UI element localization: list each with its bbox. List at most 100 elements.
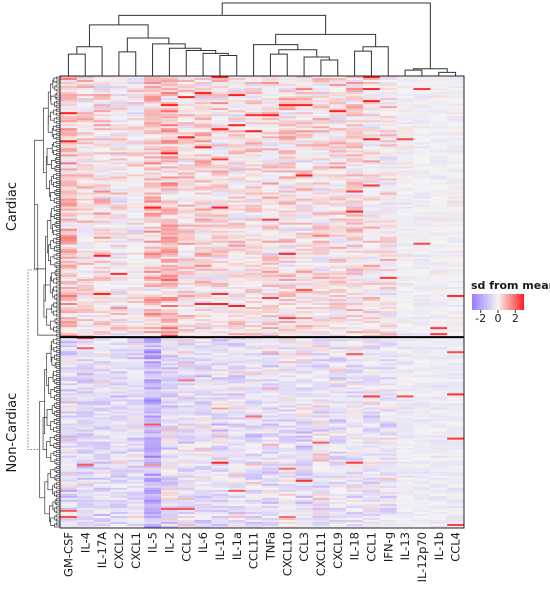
heatmap-cell xyxy=(363,405,381,408)
heatmap-cell xyxy=(329,437,347,441)
heatmap-cell xyxy=(194,228,212,232)
heatmap-cell xyxy=(312,449,330,453)
heatmap-cell xyxy=(430,451,448,455)
heatmap-cell xyxy=(228,174,246,177)
heatmap-cell xyxy=(262,86,280,89)
dendrogram-branch xyxy=(56,177,60,180)
heatmap-cell xyxy=(430,303,448,306)
heatmap-cell xyxy=(312,419,330,422)
heatmap-cell xyxy=(413,298,431,302)
heatmap-cell xyxy=(312,343,330,346)
heatmap-cell xyxy=(76,232,95,236)
heatmap-cell xyxy=(363,286,381,290)
heatmap-cell xyxy=(110,176,128,179)
heatmap-cell xyxy=(278,278,297,282)
heatmap-cell xyxy=(110,276,128,280)
dendrogram-branch xyxy=(53,427,57,432)
heatmap-cell xyxy=(278,395,297,398)
heatmap-cell xyxy=(396,397,414,400)
heatmap-cell xyxy=(228,437,246,441)
heatmap-cell xyxy=(194,212,212,216)
heatmap-cell xyxy=(413,248,431,252)
heatmap-cell xyxy=(363,244,381,248)
heatmap-cell xyxy=(211,365,229,368)
heatmap-cell xyxy=(379,226,398,230)
heatmap-cell xyxy=(262,156,280,159)
dendrogram-branch xyxy=(50,517,55,526)
heatmap-cell xyxy=(447,284,465,288)
heatmap-cell xyxy=(127,256,145,260)
heatmap-cell xyxy=(312,278,330,282)
heatmap-cell xyxy=(245,148,263,151)
heatmap-cell xyxy=(228,294,246,298)
heatmap-cell xyxy=(194,236,212,240)
heatmap-cell xyxy=(346,194,364,197)
heatmap-cell xyxy=(262,459,280,463)
heatmap-cell xyxy=(76,391,95,394)
heatmap-cell xyxy=(447,204,465,207)
heatmap-cell xyxy=(93,96,111,99)
heatmap-cell xyxy=(363,76,381,79)
heatmap-cell xyxy=(262,361,280,364)
heatmap-cell xyxy=(363,78,381,81)
heatmap-cell xyxy=(93,375,111,378)
heatmap-cell xyxy=(127,463,145,467)
heatmap-cell xyxy=(245,284,263,288)
heatmap-cell xyxy=(447,130,465,133)
heatmap-cell xyxy=(413,254,431,258)
heatmap-cell xyxy=(413,459,431,463)
heatmap-cell xyxy=(211,421,229,424)
heatmap-cell xyxy=(430,443,448,447)
heatmap-cell xyxy=(144,266,162,270)
heatmap-cell xyxy=(430,323,448,326)
heatmap-cell xyxy=(278,443,297,447)
heatmap-cell xyxy=(447,453,465,457)
heatmap-cell xyxy=(363,156,381,159)
heatmap-cell xyxy=(278,178,297,181)
heatmap-cell xyxy=(346,389,364,392)
heatmap-cell xyxy=(278,200,297,203)
heatmap-cell xyxy=(194,130,212,133)
dendrogram-branch xyxy=(55,454,60,458)
heatmap-cell xyxy=(278,96,297,99)
heatmap-cell xyxy=(379,142,398,145)
heatmap-cell xyxy=(76,210,95,214)
dendrogram-branch xyxy=(46,220,51,254)
heatmap-cell xyxy=(379,134,398,137)
heatmap-cell xyxy=(177,102,196,105)
heatmap-cell xyxy=(127,154,145,157)
heatmap-cell xyxy=(127,365,145,368)
heatmap-cell xyxy=(60,449,78,453)
heatmap-cell xyxy=(127,393,145,396)
heatmap-cell xyxy=(161,463,179,467)
heatmap-cell xyxy=(161,431,179,434)
heatmap-cell xyxy=(93,256,111,260)
heatmap-cell xyxy=(413,290,431,294)
heatmap-cell xyxy=(60,234,78,238)
heatmap-cell xyxy=(295,158,313,161)
heatmap-cell xyxy=(396,319,414,322)
heatmap-cell xyxy=(447,383,465,386)
heatmap-cell xyxy=(430,309,448,312)
heatmap-cell xyxy=(312,397,330,400)
heatmap-cell xyxy=(161,120,179,123)
heatmap-cell xyxy=(194,463,212,467)
dendrogram-branch xyxy=(52,230,57,236)
heatmap-cell xyxy=(278,294,297,298)
heatmap-cell xyxy=(211,166,229,169)
heatmap-cell xyxy=(413,184,431,187)
heatmap-cell xyxy=(379,373,398,376)
heatmap-cell xyxy=(379,242,398,246)
heatmap-cell xyxy=(194,204,212,207)
heatmap-cell xyxy=(60,160,78,163)
heatmap-cell xyxy=(379,399,398,402)
heatmap-cell xyxy=(430,170,448,173)
heatmap-cell xyxy=(177,471,196,475)
heatmap-cell xyxy=(363,439,381,443)
heatmap-cell xyxy=(346,453,364,457)
heatmap-cell xyxy=(363,170,381,173)
heatmap-cell xyxy=(430,122,448,125)
heatmap-cell xyxy=(245,345,263,348)
heatmap-cell xyxy=(346,250,364,254)
heatmap-cell xyxy=(278,353,297,356)
